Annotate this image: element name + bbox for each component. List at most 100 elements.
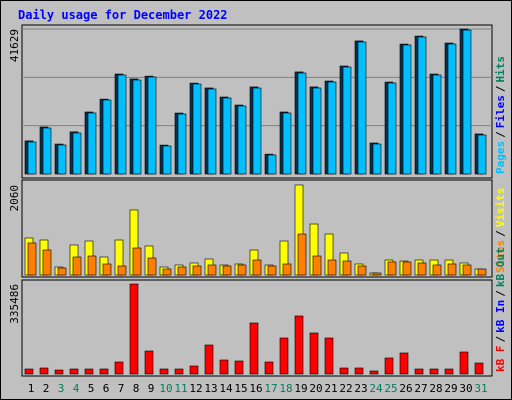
bar	[462, 29, 472, 175]
bar	[309, 332, 319, 375]
bar	[279, 337, 289, 375]
bar	[57, 267, 67, 276]
x-tick-label: 3	[58, 382, 65, 395]
y-max-label: 41629	[8, 29, 21, 62]
x-tick-label: 13	[204, 382, 217, 395]
bar	[219, 359, 229, 375]
legend-separator: /	[494, 230, 507, 237]
bar	[372, 143, 382, 175]
legend: Pages / Files / Hits	[494, 56, 507, 174]
bar	[39, 367, 49, 375]
legend-item: kB In	[494, 300, 507, 333]
bar	[162, 268, 172, 276]
x-tick-label: 16	[249, 382, 262, 395]
bar	[87, 255, 97, 276]
bar	[312, 255, 322, 276]
bar	[402, 44, 412, 175]
bar	[237, 105, 247, 175]
x-tick-label: 26	[399, 382, 412, 395]
bar	[477, 134, 487, 175]
bar	[297, 72, 307, 175]
bar	[294, 315, 304, 375]
bar	[342, 260, 352, 276]
legend: Sites / Visits	[494, 188, 507, 274]
legend-item: Files	[494, 95, 507, 128]
x-tick-label: 12	[189, 382, 202, 395]
bar	[447, 43, 457, 175]
bar	[372, 272, 382, 276]
x-tick-label: 6	[103, 382, 110, 395]
bar	[87, 112, 97, 175]
bar	[234, 360, 244, 375]
legend-separator: /	[494, 290, 507, 297]
bar	[162, 145, 172, 175]
bar	[297, 233, 307, 276]
bar	[132, 247, 142, 276]
bar	[207, 88, 217, 175]
bar	[417, 36, 427, 175]
bar	[399, 352, 409, 375]
x-tick-label: 15	[234, 382, 247, 395]
bar	[177, 113, 187, 175]
bar	[432, 74, 442, 175]
x-tick-label: 9	[148, 382, 155, 395]
x-tick-label: 22	[339, 382, 352, 395]
x-tick-label: 30	[459, 382, 472, 395]
bar	[102, 263, 112, 276]
bar	[447, 263, 457, 276]
bar	[42, 249, 52, 276]
bar	[114, 361, 124, 375]
bar	[204, 344, 214, 375]
x-tick-label: 23	[354, 382, 367, 395]
legend-item: kB F	[494, 346, 507, 373]
chart-title: Daily usage for December 2022	[18, 8, 228, 22]
bar	[207, 264, 217, 276]
x-tick-label: 2	[43, 382, 50, 395]
bar	[432, 264, 442, 276]
legend-item: Pages	[494, 141, 507, 174]
bar	[69, 368, 79, 375]
bar	[174, 368, 184, 375]
bar	[267, 154, 277, 175]
x-tick-label: 18	[279, 382, 292, 395]
bar	[327, 259, 337, 276]
bar	[324, 337, 334, 375]
x-tick-label: 27	[414, 382, 427, 395]
bar	[264, 361, 274, 375]
bar	[474, 362, 484, 375]
bar	[252, 259, 262, 276]
bar	[387, 261, 397, 276]
bar	[192, 83, 202, 175]
bar	[27, 242, 37, 276]
x-tick-label: 8	[133, 382, 140, 395]
bar	[24, 368, 34, 375]
bar	[99, 368, 109, 375]
y-max-label: 335486	[8, 284, 21, 324]
bar	[402, 261, 412, 276]
x-tick-label: 11	[174, 382, 187, 395]
bar	[72, 256, 82, 276]
bar	[429, 368, 439, 375]
x-tick-label: 10	[159, 382, 172, 395]
bar	[132, 79, 142, 175]
bar	[387, 82, 397, 175]
bar	[249, 322, 259, 375]
bar	[342, 66, 352, 175]
bar	[282, 263, 292, 276]
bar	[144, 350, 154, 375]
bar	[312, 87, 322, 175]
bar	[384, 357, 394, 375]
legend-item: kB Out	[494, 247, 507, 287]
bar	[42, 127, 52, 175]
bar	[477, 268, 487, 276]
x-tick-label: 21	[324, 382, 337, 395]
x-tick-label: 5	[88, 382, 95, 395]
bar	[102, 99, 112, 175]
bar	[147, 76, 157, 175]
bar	[54, 369, 64, 375]
x-tick-label: 28	[429, 382, 442, 395]
bar	[459, 351, 469, 375]
bar	[282, 112, 292, 175]
x-tick-label: 24	[369, 382, 383, 395]
legend-separator: /	[494, 336, 507, 343]
